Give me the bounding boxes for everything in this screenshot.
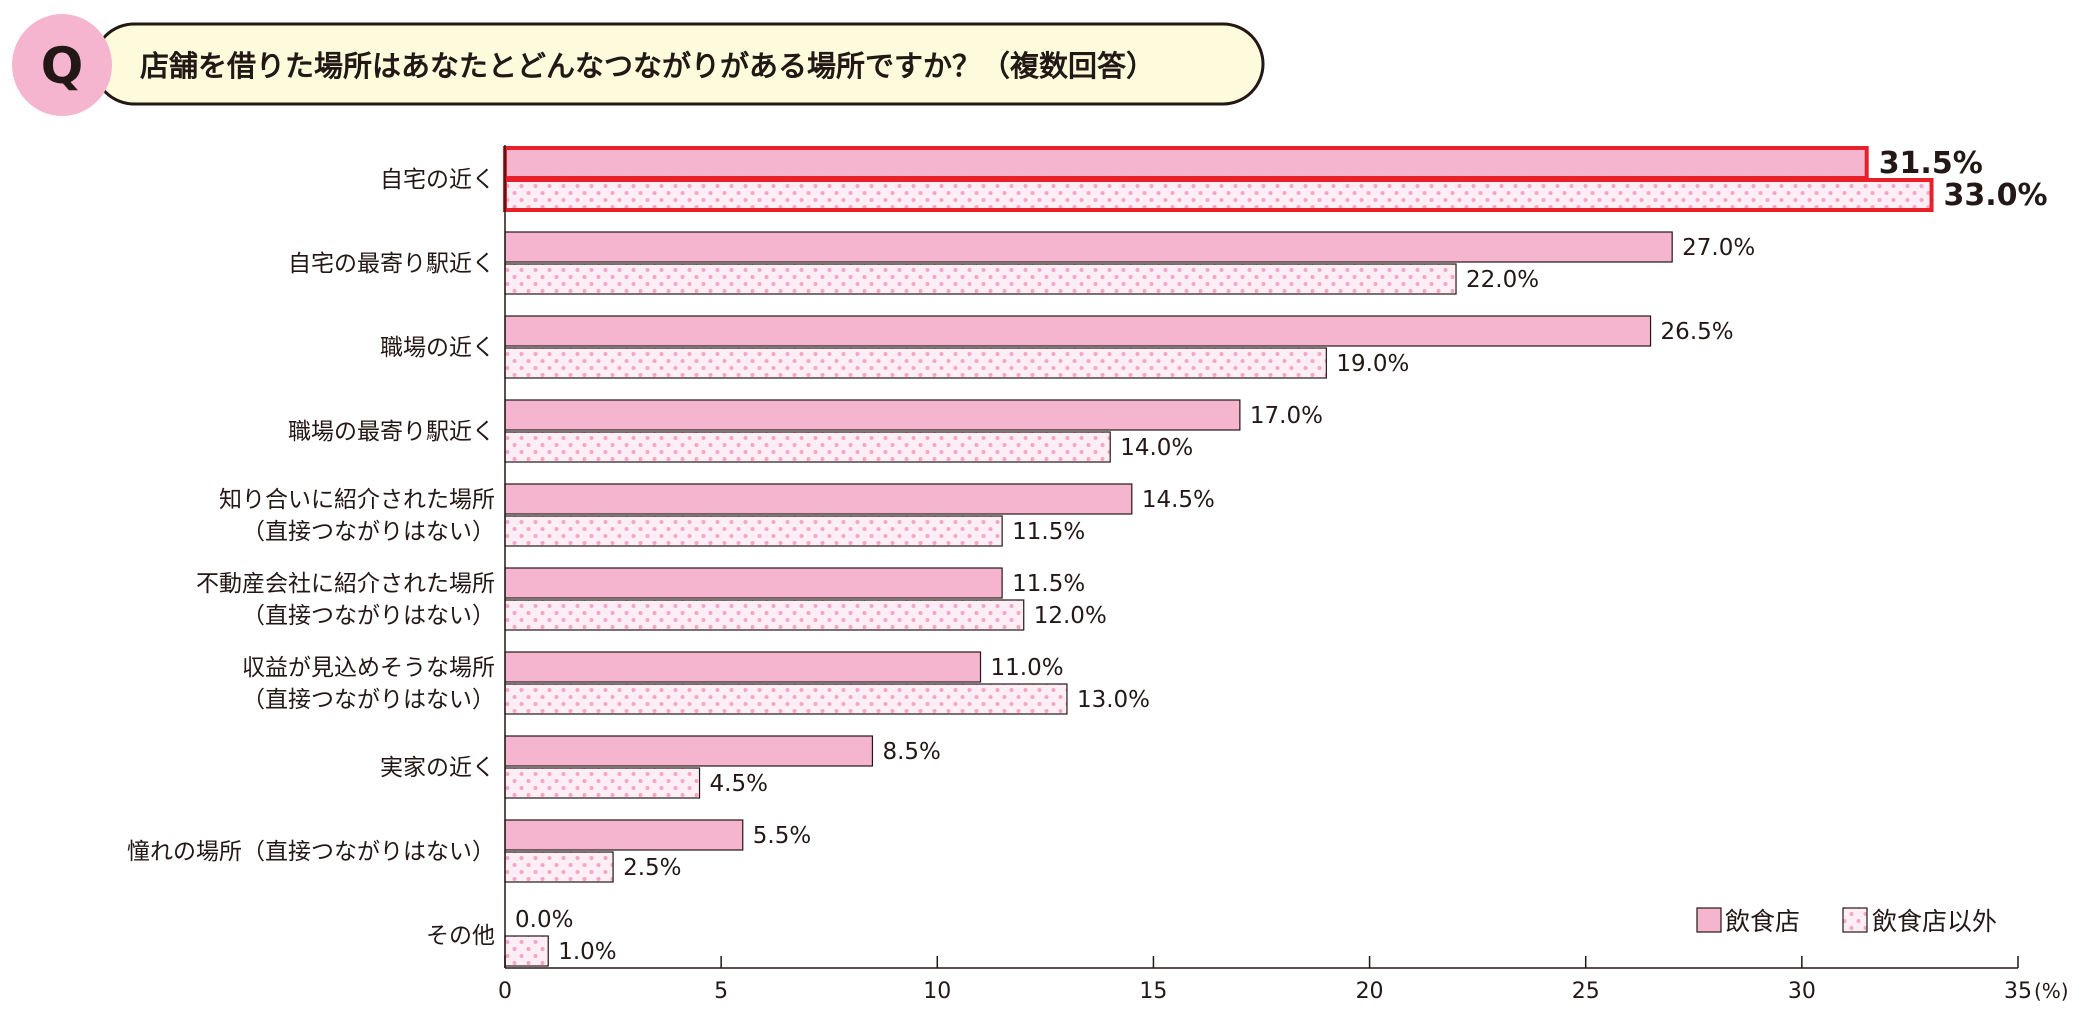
x-tick-label: 10: [923, 979, 951, 1004]
bar-restaurant: [504, 315, 1652, 347]
bar-restaurant: [504, 231, 1673, 263]
plot-area: 自宅の近く 31.5%33.0% 自宅の最寄り駅近く 27.0% 22.0% 職場の近く 2…: [127, 145, 2069, 1004]
bar-non-restaurant: [504, 935, 549, 967]
bar-restaurant: [504, 483, 1133, 515]
data-label: 33.0%: [1944, 178, 2048, 213]
data-label: 17.0%: [1250, 403, 1323, 429]
data-label: 31.5%: [1879, 146, 1983, 181]
bar-restaurant: [504, 651, 982, 683]
category-label: （直接つながりはない）: [242, 603, 495, 629]
data-label: 11.5%: [1012, 571, 1085, 597]
data-label: 13.0%: [1077, 687, 1150, 713]
bar-restaurant: [504, 735, 874, 767]
legend-label: 飲食店: [1725, 907, 1800, 936]
x-tick-label: 35: [2004, 979, 2032, 1004]
bar-restaurant: [504, 399, 1241, 431]
bar-non-restaurant: [504, 851, 614, 883]
data-label: 11.5%: [1012, 519, 1085, 545]
x-tick-label: 30: [1788, 979, 1816, 1004]
x-axis-unit: (%): [2034, 979, 2069, 1003]
x-tick-label: 0: [498, 979, 512, 1004]
data-label: 22.0%: [1466, 267, 1539, 293]
data-label: 2.5%: [623, 855, 681, 881]
category-label: 実家の近く: [380, 755, 495, 781]
bar-restaurant: [504, 819, 744, 851]
legend-label: 飲食店以外: [1872, 907, 1997, 936]
data-label: 14.0%: [1120, 435, 1193, 461]
data-label: 11.0%: [991, 655, 1064, 681]
data-label: 14.5%: [1142, 487, 1215, 513]
legend-swatch-restaurant: [1696, 907, 1722, 933]
bar-non-restaurant: [504, 683, 1068, 715]
bar-non-restaurant: [504, 599, 1025, 631]
category-label: 職場の最寄り駅近く: [288, 419, 495, 445]
bar-restaurant: [504, 147, 1868, 179]
category-label: 不動産会社に紹介された場所: [196, 571, 495, 597]
x-tick-label: 25: [1572, 979, 1600, 1004]
bar-non-restaurant: [504, 179, 1933, 211]
category-label: （直接つながりはない）: [242, 687, 495, 713]
category-label: （直接つながりはない）: [242, 519, 495, 545]
bar-non-restaurant: [504, 515, 1003, 547]
data-label: 27.0%: [1682, 235, 1755, 261]
category-label: 収益が見込めそうな場所: [242, 655, 495, 681]
category-label: 自宅の最寄り駅近く: [288, 251, 495, 277]
data-label: 0.0%: [515, 907, 573, 933]
data-label: 12.0%: [1034, 603, 1107, 629]
data-label: 26.5%: [1661, 319, 1734, 345]
data-label: 19.0%: [1336, 351, 1409, 377]
category-label: 自宅の近く: [380, 167, 495, 193]
x-tick-label: 20: [1356, 979, 1384, 1004]
q-badge-letter: Q: [41, 37, 84, 95]
data-label: 1.0%: [558, 939, 616, 965]
question-text: 店舗を借りた場所はあなたとどんなつながりがある場所ですか？（複数回答）: [140, 49, 1155, 83]
bar-non-restaurant: [504, 767, 701, 799]
category-label: 知り合いに紹介された場所: [219, 487, 495, 513]
data-label: 8.5%: [882, 739, 940, 765]
legend-swatch-non-restaurant: [1842, 907, 1868, 933]
bar-non-restaurant: [504, 347, 1327, 379]
x-tick-label: 5: [714, 979, 728, 1004]
data-label: 4.5%: [710, 771, 768, 797]
x-tick-label: 15: [1139, 979, 1167, 1004]
category-label: その他: [426, 923, 495, 949]
bar-restaurant: [504, 567, 1003, 599]
bar-non-restaurant: [504, 263, 1457, 295]
category-label: 職場の近く: [380, 335, 495, 361]
data-label: 5.5%: [753, 823, 811, 849]
bar-non-restaurant: [504, 431, 1111, 463]
question-header: Q 店舗を借りた場所はあなたとどんなつながりがある場所ですか？（複数回答）: [12, 14, 1265, 116]
q-badge: [12, 14, 112, 116]
category-label: 憧れの場所（直接つながりはない）: [127, 839, 495, 865]
